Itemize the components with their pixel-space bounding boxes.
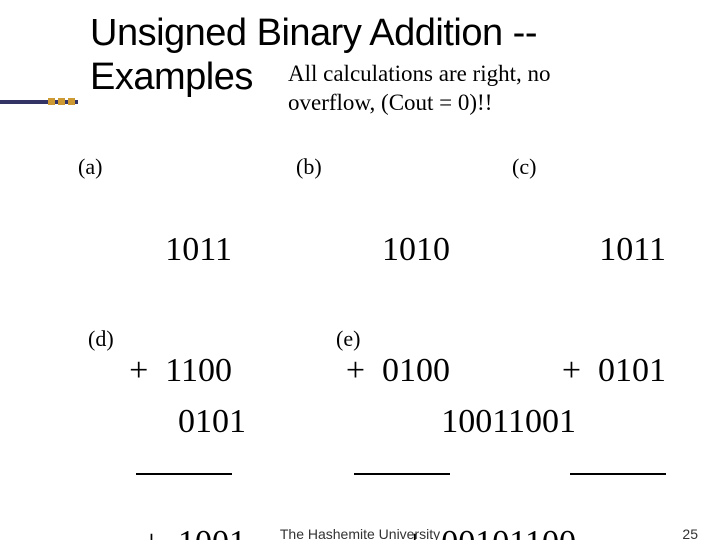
slide: Unsigned Binary Addition -- Examples All… bbox=[0, 0, 720, 540]
operand-1: 1010 bbox=[330, 230, 450, 270]
footer-page-number: 25 bbox=[682, 526, 698, 540]
subtitle-line-1: All calculations are right, no bbox=[288, 61, 551, 86]
operand-2: 0101 bbox=[598, 352, 666, 389]
example-label: (e) bbox=[336, 326, 360, 352]
example-label: (b) bbox=[296, 154, 322, 180]
plus-sign: + bbox=[142, 524, 161, 540]
example-calc: 10011001 + 00101100 11000101 bbox=[376, 322, 576, 540]
accent-square-icon bbox=[58, 98, 65, 105]
operand-2-row: + 1001 bbox=[126, 523, 246, 540]
operand-2: 00101100 bbox=[441, 524, 576, 540]
operand-2: 1001 bbox=[178, 524, 246, 540]
example-label: (c) bbox=[512, 154, 536, 180]
operand-1: 0101 bbox=[126, 402, 246, 442]
footer-university: The Hashemite University bbox=[280, 526, 440, 540]
slide-subtitle: All calculations are right, no overflow,… bbox=[288, 60, 668, 118]
accent-bar bbox=[0, 100, 78, 104]
subtitle-line-2: overflow, (Cout = 0)!! bbox=[288, 90, 492, 115]
title-block: Unsigned Binary Addition -- Examples All… bbox=[0, 12, 720, 99]
plus-sign: + bbox=[346, 352, 365, 389]
example-calc: 0101 + 1001 1110 bbox=[126, 322, 246, 540]
accent-square-icon bbox=[68, 98, 75, 105]
accent-square-icon bbox=[48, 98, 55, 105]
example-label: (a) bbox=[78, 154, 102, 180]
operand-1: 1011 bbox=[112, 230, 232, 270]
operand-1: 10011001 bbox=[376, 402, 576, 442]
operand-1: 1011 bbox=[546, 230, 666, 270]
rule-line bbox=[570, 473, 666, 475]
example-label: (d) bbox=[88, 326, 114, 352]
